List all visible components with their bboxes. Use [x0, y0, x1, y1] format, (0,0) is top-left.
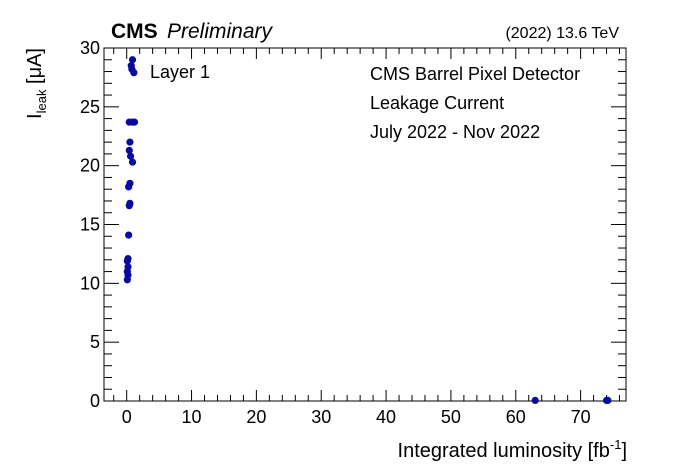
data-point — [130, 118, 139, 126]
x-tick-label: 30 — [311, 407, 331, 427]
data-point — [123, 257, 131, 265]
data-point — [126, 152, 135, 160]
data-point — [604, 396, 612, 405]
data-point — [128, 56, 137, 64]
y-axis-title: Ileak [μA] — [24, 48, 49, 119]
x-axis-title: Integrated luminosity [fb-1] — [398, 437, 627, 462]
x-tick-label: 0 — [122, 407, 132, 427]
y-tick-label: 20 — [80, 156, 100, 176]
x-tick-label: 60 — [506, 407, 526, 427]
data-point — [126, 138, 134, 146]
x-tick-label: 20 — [246, 407, 266, 427]
data-markers — [123, 56, 612, 405]
data-point — [130, 69, 138, 77]
layer-label: Layer 1 — [150, 62, 210, 82]
y-tick-label: 5 — [90, 332, 100, 352]
y-tick-label: 30 — [80, 38, 100, 58]
y-tick-label: 0 — [90, 391, 100, 411]
data-point — [531, 396, 539, 405]
data-point — [123, 276, 131, 284]
axis-ticks — [104, 47, 626, 402]
y-tick-label: 10 — [80, 273, 100, 293]
detector-label: CMS Barrel Pixel Detector — [370, 64, 580, 84]
cms-label: CMS — [111, 20, 158, 43]
quantity-label: Leakage Current — [370, 93, 504, 113]
period-label: July 2022 - Nov 2022 — [370, 122, 540, 142]
x-tick-label: 50 — [441, 407, 461, 427]
preliminary-label: Preliminary — [167, 20, 274, 43]
data-point — [125, 183, 133, 191]
y-tick-label: 15 — [80, 215, 100, 235]
data-point — [125, 146, 133, 154]
data-point — [125, 202, 133, 210]
x-tick-label: 40 — [376, 407, 396, 427]
y-tick-labels: 0 5 10 15 20 25 30 — [80, 38, 100, 411]
x-tick-labels: 0 10 20 30 40 50 60 70 — [122, 407, 591, 427]
x-tick-label: 70 — [571, 407, 591, 427]
data-point — [125, 231, 133, 239]
y-tick-label: 25 — [80, 97, 100, 117]
x-tick-label: 10 — [182, 407, 202, 427]
data-point — [128, 158, 137, 166]
energy-label: (2022) 13.6 TeV — [505, 25, 619, 42]
